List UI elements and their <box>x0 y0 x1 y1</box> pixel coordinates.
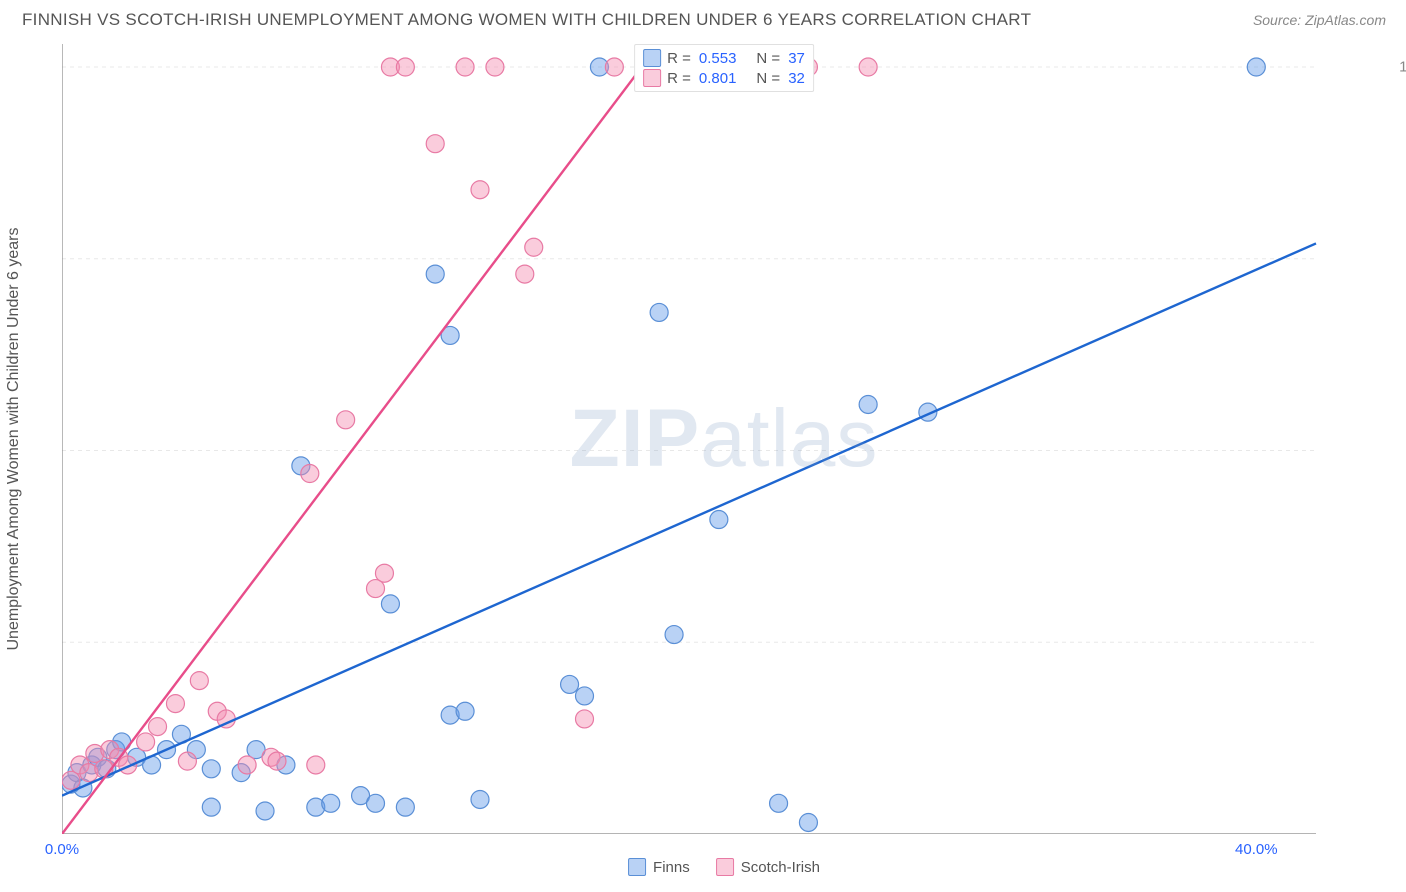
legend-swatch-scotch-irish <box>643 69 661 87</box>
chart-header: FINNISH VS SCOTCH-IRISH UNEMPLOYMENT AMO… <box>0 0 1406 34</box>
y-tick-label: 100.0% <box>1399 59 1406 76</box>
legend-swatch-icon <box>716 858 734 876</box>
legend-n-label: N = <box>756 50 780 67</box>
plot-area: ZIPatlas R = 0.553 N = 37 R = 0.801 N = … <box>62 44 1386 834</box>
y-axis-label: Unemployment Among Women with Children U… <box>5 227 23 650</box>
legend-r-value-scotch-irish: 0.801 <box>699 70 737 87</box>
legend-n-value-scotch-irish: 32 <box>788 70 805 87</box>
legend-n-value-finns: 37 <box>788 50 805 67</box>
legend-row-finns: R = 0.553 N = 37 <box>643 48 805 68</box>
chart-container: Unemployment Among Women with Children U… <box>50 44 1386 834</box>
legend-item-scotch-irish: Scotch-Irish <box>716 858 820 876</box>
x-tick-label: 0.0% <box>45 841 79 858</box>
legend-r-value-finns: 0.553 <box>699 50 737 67</box>
legend-item-finns: Finns <box>628 858 690 876</box>
legend-n-label: N = <box>756 70 780 87</box>
legend-r-label: R = <box>667 50 691 67</box>
x-tick-label: 40.0% <box>1235 841 1278 858</box>
series-legend: Finns Scotch-Irish <box>628 858 820 876</box>
legend-label: Finns <box>653 859 690 876</box>
scatter-plot-svg <box>62 44 1386 834</box>
legend-swatch-icon <box>628 858 646 876</box>
source-label: Source: ZipAtlas.com <box>1253 12 1386 28</box>
legend-r-label: R = <box>667 70 691 87</box>
legend-swatch-finns <box>643 49 661 67</box>
legend-row-scotch-irish: R = 0.801 N = 32 <box>643 68 805 88</box>
legend-label: Scotch-Irish <box>741 859 820 876</box>
correlation-legend: R = 0.553 N = 37 R = 0.801 N = 32 <box>634 44 814 92</box>
chart-title: FINNISH VS SCOTCH-IRISH UNEMPLOYMENT AMO… <box>22 10 1031 30</box>
